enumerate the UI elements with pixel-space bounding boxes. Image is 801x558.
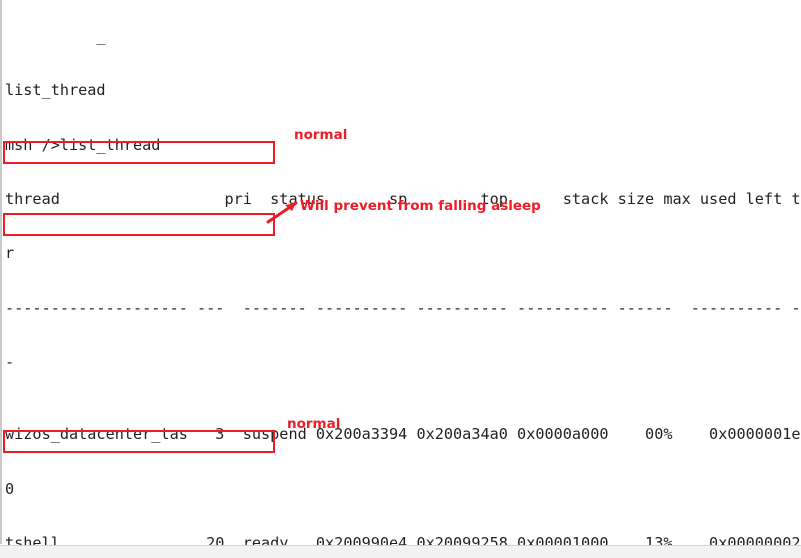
table-row: wizos_datacenter_tas 3 suspend 0x200a339… — [5, 425, 801, 444]
annotation-label-tidle: normal — [287, 416, 341, 432]
echo-line: list_thread — [5, 81, 106, 100]
command-line: msh />list_thread — [5, 135, 161, 154]
console-left-border — [0, 0, 2, 544]
table-row-wrap: 0 — [5, 479, 15, 498]
partial-top-line: _ — [5, 27, 106, 46]
table-header-wrap: r — [5, 244, 15, 263]
table-separator: -------------------- --- ------- -------… — [5, 298, 801, 317]
table-separator-wrap: - — [5, 352, 15, 371]
annotation-label-app-watch: Will prevent from falling asleep — [300, 198, 541, 214]
console-output[interactable]: _ list_thread msh />list_thread thread p… — [5, 0, 801, 558]
window-bottom-strip — [0, 545, 801, 558]
annotation-label-tshell: normal — [294, 127, 348, 143]
